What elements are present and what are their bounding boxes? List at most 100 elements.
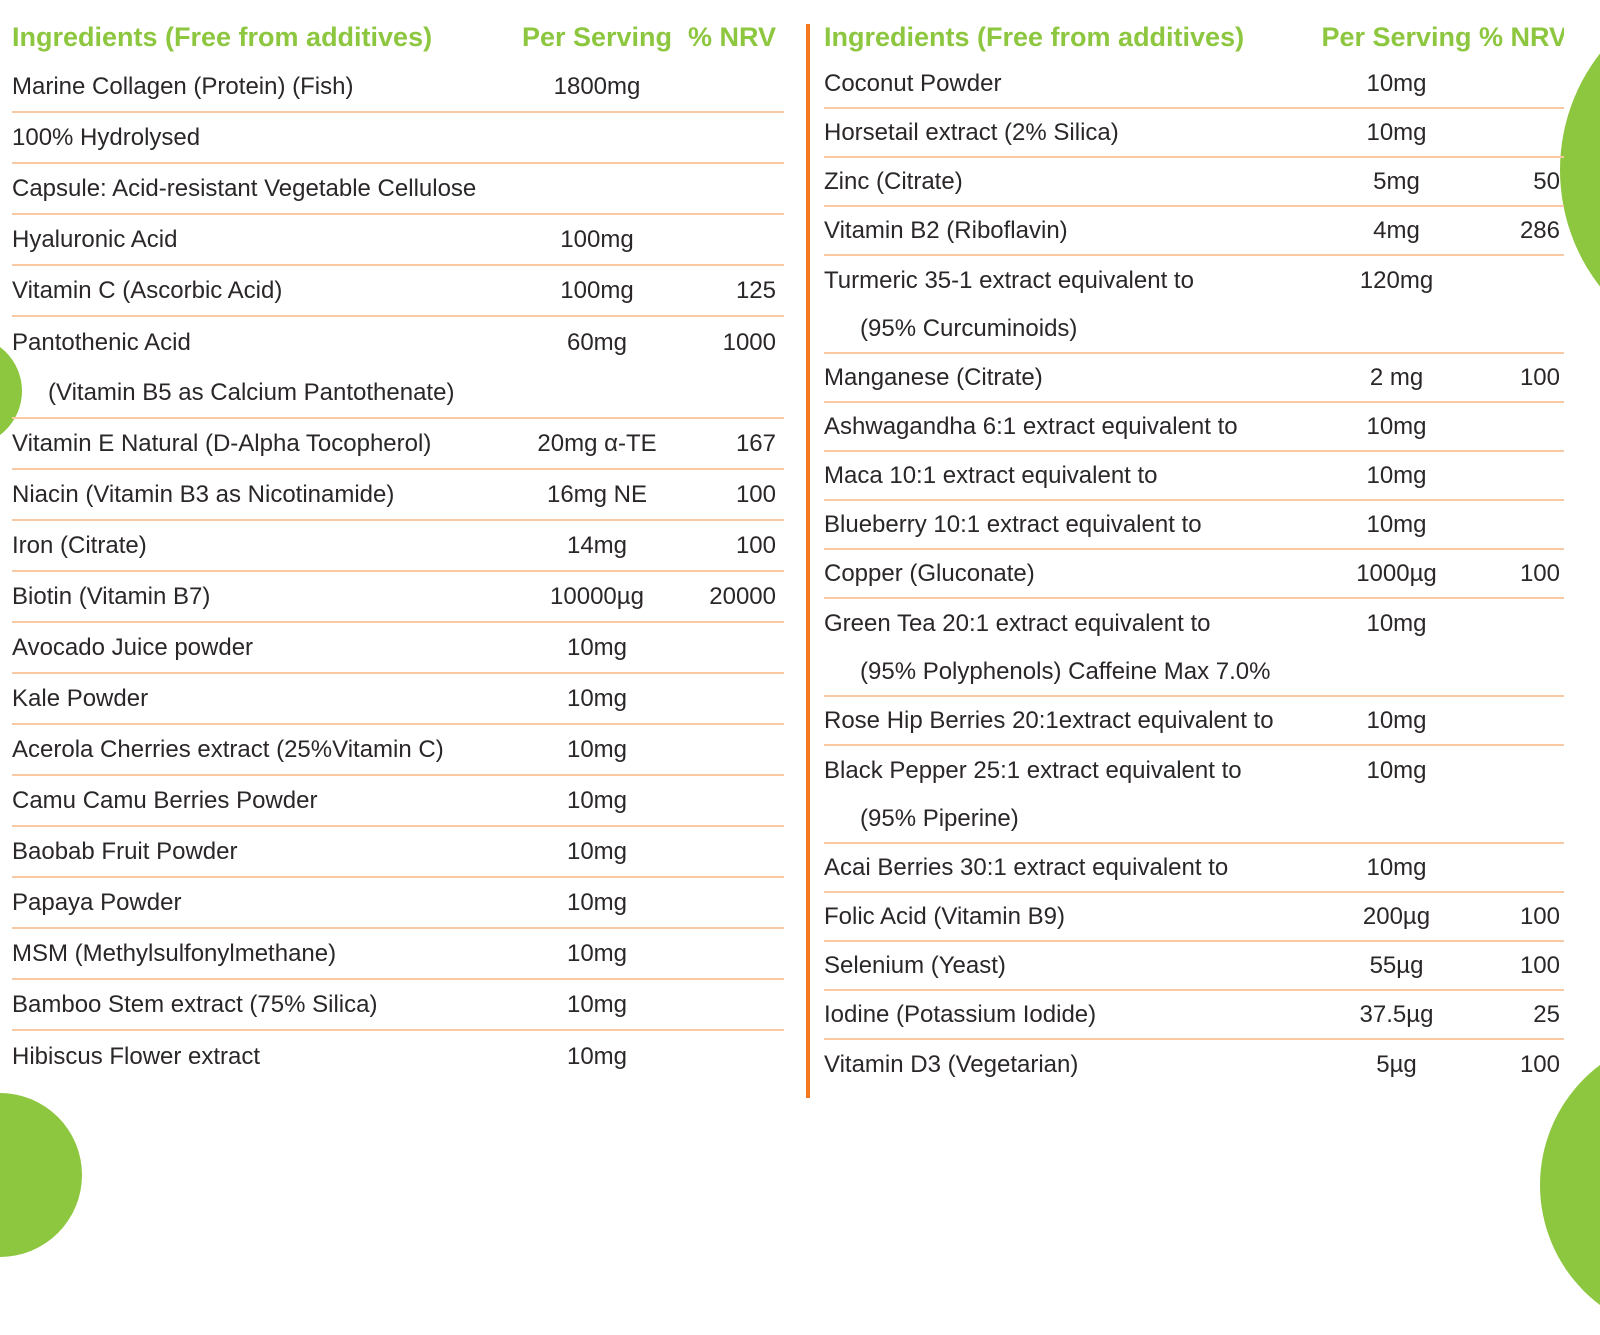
table-row: Folic Acid (Vitamin B9) 200µg 100 xyxy=(824,893,1564,942)
ingredient-name: Iron (Citrate) xyxy=(12,531,147,559)
table-row: Capsule: Acid-resistant Vegetable Cellul… xyxy=(12,164,784,215)
table-row: Niacin (Vitamin B3 as Nicotinamide) 16mg… xyxy=(12,470,784,521)
table-row: Black Pepper 25:1 extract equivalent to … xyxy=(824,746,1564,795)
ingredient-name: Blueberry 10:1 extract equivalent to xyxy=(824,510,1202,538)
per-serving-value: 14mg xyxy=(566,531,628,559)
per-serving-value: 10mg xyxy=(566,888,628,916)
ingredient-name: Acerola Cherries extract (25%Vitamin C) xyxy=(12,735,444,763)
column-divider xyxy=(806,24,810,1098)
per-serving-value: 10000µg xyxy=(550,582,644,610)
per-serving-value: 1000µg xyxy=(1356,559,1437,587)
table-row: MSM (Methylsulfonylmethane) 10mg xyxy=(12,929,784,980)
ingredient-name: (95% Piperine) xyxy=(860,804,1019,832)
ingredients-table-right: Ingredients (Free from additives) Per Se… xyxy=(824,14,1564,1089)
nrv-value: 286 xyxy=(1519,216,1560,244)
ingredient-name: Ashwagandha 6:1 extract equivalent to xyxy=(824,412,1238,440)
per-serving-value: 10mg xyxy=(1366,461,1427,489)
header-ingredients: Ingredients (Free from additives) xyxy=(824,21,1245,52)
table-row: Kale Powder 10mg xyxy=(12,674,784,725)
per-serving-value: 5mg xyxy=(1373,167,1420,195)
ingredient-name: Manganese (Citrate) xyxy=(824,363,1043,391)
table-row: Ashwagandha 6:1 extract equivalent to 10… xyxy=(824,403,1564,452)
ingredient-name: Rose Hip Berries 20:1extract equivalent … xyxy=(824,706,1274,734)
nrv-value: 100 xyxy=(1519,1050,1560,1078)
per-serving-value: 10mg xyxy=(1366,412,1427,440)
decorative-green-circle-right xyxy=(1560,0,1600,360)
ingredient-name: Acai Berries 30:1 extract equivalent to xyxy=(824,853,1229,881)
table-row: Marine Collagen (Protein) (Fish) 1800mg xyxy=(12,62,784,113)
table-header: Ingredients (Free from additives) Per Se… xyxy=(12,12,784,62)
ingredient-name: Avocado Juice powder xyxy=(12,633,254,661)
ingredient-name: Pantothenic Acid xyxy=(12,328,191,356)
ingredient-name: Vitamin E Natural (D-Alpha Tocopherol) xyxy=(12,429,432,457)
ingredient-name: Camu Camu Berries Powder xyxy=(12,786,318,814)
table-row: Hibiscus Flower extract 10mg xyxy=(12,1031,784,1082)
header-per-serving: Per Serving xyxy=(1321,21,1472,52)
per-serving-value: 37.5µg xyxy=(1359,1000,1434,1028)
ingredient-name: Vitamin C (Ascorbic Acid) xyxy=(12,276,283,304)
ingredient-name: Copper (Gluconate) xyxy=(824,559,1035,587)
ingredient-name: Horsetail extract (2% Silica) xyxy=(824,118,1119,146)
table-row: Turmeric 35-1 extract equivalent to 120m… xyxy=(824,256,1564,305)
ingredient-name: Folic Acid (Vitamin B9) xyxy=(824,902,1065,930)
table-row: Blueberry 10:1 extract equivalent to 10m… xyxy=(824,501,1564,550)
ingredient-name: Zinc (Citrate) xyxy=(824,167,963,195)
table-row: Avocado Juice powder 10mg xyxy=(12,623,784,674)
ingredient-name: MSM (Methylsulfonylmethane) xyxy=(12,939,337,967)
nrv-value: 100 xyxy=(1519,363,1560,391)
table-row: Iodine (Potassium Iodide) 37.5µg 25 xyxy=(824,991,1564,1040)
ingredients-table-left: Ingredients (Free from additives) Per Se… xyxy=(12,12,784,1082)
nrv-value: 25 xyxy=(1533,1000,1560,1028)
ingredient-name: Vitamin B2 (Riboflavin) xyxy=(824,216,1068,244)
table-row: Camu Camu Berries Powder 10mg xyxy=(12,776,784,827)
table-row: Vitamin C (Ascorbic Acid) 100mg 125 xyxy=(12,266,784,317)
table-row: Zinc (Citrate) 5mg 50 xyxy=(824,158,1564,207)
ingredient-name: (Vitamin B5 as Calcium Pantothenate) xyxy=(48,378,455,406)
ingredient-name: (95% Polyphenols) Caffeine Max 7.0% xyxy=(860,657,1271,685)
table-row: Coconut Powder 10mg xyxy=(824,60,1564,109)
header-ingredients: Ingredients (Free from additives) xyxy=(12,21,433,52)
table-row: Maca 10:1 extract equivalent to 10mg xyxy=(824,452,1564,501)
per-serving-value: 10mg xyxy=(1366,706,1427,734)
table-row: (95% Curcuminoids) xyxy=(824,305,1564,354)
per-serving-value: 100mg xyxy=(560,276,634,304)
nrv-value: 167 xyxy=(735,429,776,457)
table-row: Hyaluronic Acid 100mg xyxy=(12,215,784,266)
per-serving-value: 55µg xyxy=(1369,951,1424,979)
ingredient-name: Niacin (Vitamin B3 as Nicotinamide) xyxy=(12,480,395,508)
ingredient-name: Coconut Powder xyxy=(824,69,1002,97)
nrv-value: 20000 xyxy=(709,582,776,610)
table-row: Horsetail extract (2% Silica) 10mg xyxy=(824,109,1564,158)
table-rows-left: Marine Collagen (Protein) (Fish) 1800mg … xyxy=(12,62,784,1082)
nrv-value: 125 xyxy=(735,276,776,304)
per-serving-value: 5µg xyxy=(1376,1050,1417,1078)
ingredient-name: Turmeric 35-1 extract equivalent to xyxy=(824,266,1194,294)
per-serving-value: 16mg NE xyxy=(546,480,648,508)
table-row: Rose Hip Berries 20:1extract equivalent … xyxy=(824,697,1564,746)
table-row: Iron (Citrate) 14mg 100 xyxy=(12,521,784,572)
header-per-serving: Per Serving xyxy=(521,21,673,52)
ingredient-name: Hibiscus Flower extract xyxy=(12,1042,261,1070)
table-row: Copper (Gluconate) 1000µg 100 xyxy=(824,550,1564,599)
per-serving-value: 10mg xyxy=(1366,118,1427,146)
table-row: Selenium (Yeast) 55µg 100 xyxy=(824,942,1564,991)
ingredient-name: Capsule: Acid-resistant Vegetable Cellul… xyxy=(12,174,477,202)
per-serving-value: 10mg xyxy=(566,1042,628,1070)
ingredient-name: Kale Powder xyxy=(12,684,149,712)
table-header: Ingredients (Free from additives) Per Se… xyxy=(824,14,1564,60)
per-serving-value: 4mg xyxy=(1373,216,1420,244)
ingredient-name: Iodine (Potassium Iodide) xyxy=(824,1000,1097,1028)
per-serving-value: 20mg α-TE xyxy=(537,429,657,457)
ingredient-name: Green Tea 20:1 extract equivalent to xyxy=(824,609,1211,637)
per-serving-value: 10mg xyxy=(1366,853,1427,881)
ingredient-name: Bamboo Stem extract (75% Silica) xyxy=(12,990,378,1018)
ingredient-name: Selenium (Yeast) xyxy=(824,951,1006,979)
table-row: (Vitamin B5 as Calcium Pantothenate) xyxy=(12,368,784,419)
per-serving-value: 10mg xyxy=(1366,510,1427,538)
nrv-value: 100 xyxy=(1519,559,1560,587)
table-row: Manganese (Citrate) 2 mg 100 xyxy=(824,354,1564,403)
table-row: (95% Polyphenols) Caffeine Max 7.0% xyxy=(824,648,1564,697)
per-serving-value: 10mg xyxy=(566,837,628,865)
per-serving-value: 120mg xyxy=(1359,266,1434,294)
ingredient-name: (95% Curcuminoids) xyxy=(860,314,1078,342)
